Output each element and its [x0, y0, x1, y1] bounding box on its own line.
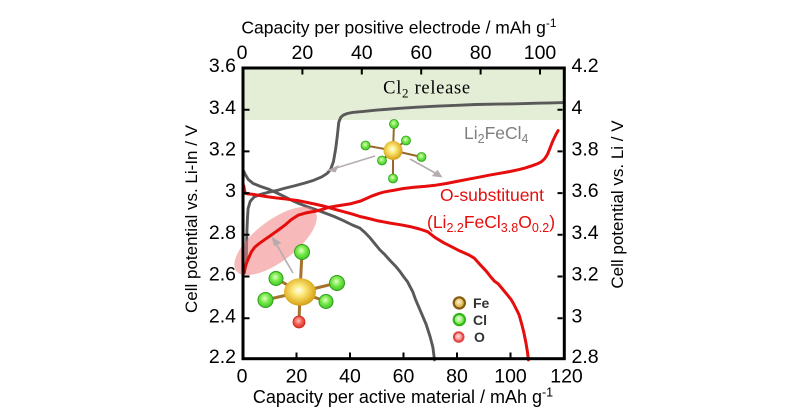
svg-text:20: 20 [286, 366, 308, 388]
svg-text:3.6: 3.6 [209, 55, 236, 77]
svg-text:20: 20 [292, 42, 314, 64]
svg-text:3: 3 [225, 180, 236, 202]
svg-text:Cell potential vs. Li-In / V: Cell potential vs. Li-In / V [182, 124, 201, 313]
svg-text:100: 100 [524, 42, 557, 64]
svg-text:2.4: 2.4 [209, 305, 236, 327]
svg-text:O: O [474, 329, 485, 345]
svg-text:2.2: 2.2 [209, 346, 236, 368]
svg-text:3: 3 [572, 305, 583, 327]
svg-text:3.2: 3.2 [572, 264, 599, 286]
svg-text:Fe: Fe [473, 295, 490, 311]
svg-text:100: 100 [494, 366, 527, 388]
svg-text:60: 60 [393, 366, 415, 388]
svg-text:60: 60 [410, 42, 432, 64]
svg-text:120: 120 [550, 366, 583, 388]
svg-text:80: 80 [470, 42, 492, 64]
svg-text:Capacity per positive electrod: Capacity per positive electrode / mAh g-… [241, 16, 556, 38]
svg-text:0: 0 [237, 42, 248, 64]
svg-text:2.6: 2.6 [209, 264, 236, 286]
svg-text:Cl: Cl [473, 312, 487, 328]
svg-text:80: 80 [446, 366, 468, 388]
svg-text:40: 40 [351, 42, 373, 64]
svg-text:2.8: 2.8 [572, 346, 599, 368]
svg-text:O-substituent: O-substituent [440, 185, 544, 205]
svg-text:3.4: 3.4 [209, 97, 236, 119]
svg-text:2.8: 2.8 [209, 222, 236, 244]
svg-text:4.2: 4.2 [572, 55, 599, 77]
svg-text:Capacity per active material /: Capacity per active material / mAh g-1 [253, 386, 553, 408]
svg-text:Cell potential vs. Li / V: Cell potential vs. Li / V [608, 120, 627, 289]
svg-text:3.8: 3.8 [572, 139, 599, 161]
svg-text:Li2FeCl4: Li2FeCl4 [464, 123, 529, 146]
svg-text:Cl2 release: Cl2 release [383, 79, 471, 101]
svg-text:4: 4 [572, 97, 583, 119]
svg-text:0: 0 [237, 366, 248, 388]
svg-text:40: 40 [339, 366, 361, 388]
svg-text:(Li2.2FeCl3.8O0.2): (Li2.2FeCl3.8O0.2) [427, 212, 555, 235]
svg-text:3.4: 3.4 [572, 222, 599, 244]
svg-text:3.6: 3.6 [572, 180, 599, 202]
svg-text:3.2: 3.2 [209, 139, 236, 161]
